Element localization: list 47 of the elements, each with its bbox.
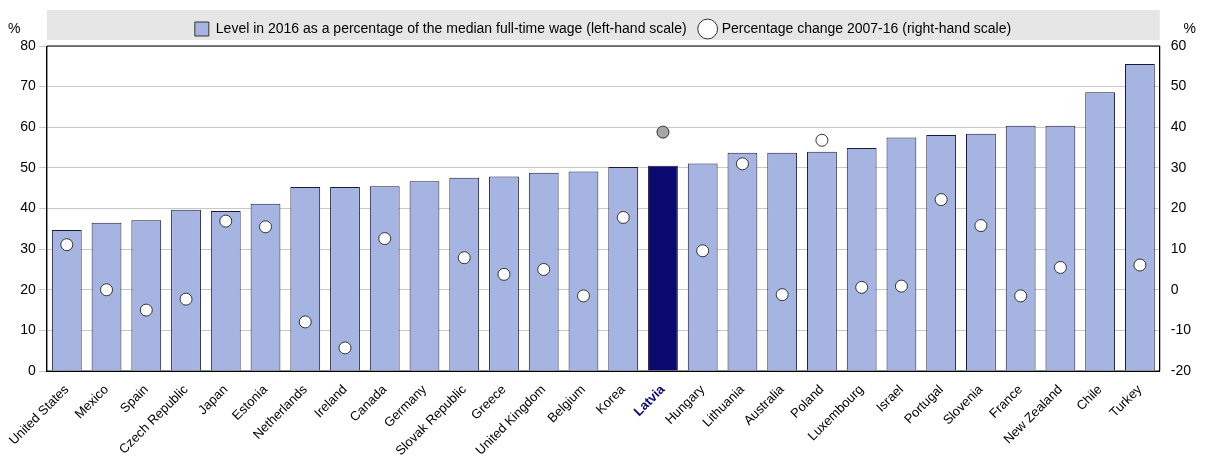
y2-tick-label: 20 <box>1170 199 1187 216</box>
point <box>1014 289 1028 303</box>
y2-tick-label: 0 <box>1170 280 1179 297</box>
point <box>537 262 551 276</box>
point <box>60 238 74 252</box>
y2-tick-label: 50 <box>1170 77 1187 94</box>
y-tick-label: 10 <box>20 321 37 338</box>
point <box>497 267 511 281</box>
y2-axis-title: % <box>1183 19 1196 36</box>
point <box>974 219 988 233</box>
y2-tick-label: -20 <box>1170 361 1192 378</box>
y-tick-label: 60 <box>20 118 37 135</box>
y2-tick-label: 60 <box>1170 36 1187 53</box>
point <box>1053 260 1067 274</box>
point <box>219 214 233 228</box>
point <box>894 279 908 293</box>
point <box>735 157 749 171</box>
y-tick-label: 0 <box>28 361 37 378</box>
y-tick-label: 40 <box>20 199 37 216</box>
y2-tick-label: 40 <box>1170 118 1187 135</box>
point <box>696 244 710 258</box>
y-tick-label: 30 <box>20 240 37 257</box>
point <box>259 220 273 234</box>
point <box>656 125 670 139</box>
y-tick-label: 20 <box>20 280 37 297</box>
point <box>616 210 630 224</box>
y2-tick-label: 10 <box>1170 240 1187 257</box>
point <box>855 280 869 294</box>
point <box>100 283 114 297</box>
legend-label: Level in 2016 as a percentage of the median full-time wage (left-hand scale) <box>215 19 687 36</box>
y-tick-label: 70 <box>20 77 37 94</box>
y-tick-label: 50 <box>20 158 37 175</box>
y-axis-title: % <box>8 19 21 36</box>
point <box>338 341 352 355</box>
point <box>775 288 789 302</box>
point <box>1133 258 1147 272</box>
point <box>457 251 471 265</box>
point <box>298 315 312 329</box>
y2-tick-label: 30 <box>1170 158 1187 175</box>
point <box>378 232 392 246</box>
legend-label: Percentage change 2007-16 (right-hand scale) <box>721 19 1012 36</box>
y-tick-label: 80 <box>20 36 37 53</box>
point <box>139 303 153 317</box>
point <box>179 292 193 306</box>
y2-tick-label: -10 <box>1170 321 1192 338</box>
point <box>576 289 590 303</box>
point <box>934 193 948 207</box>
